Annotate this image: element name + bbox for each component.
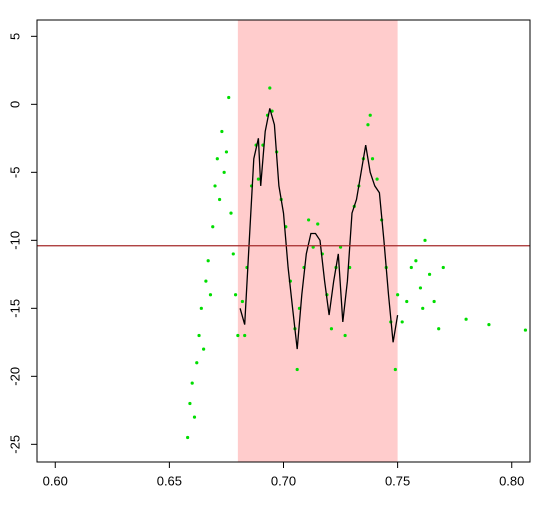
point [400,320,404,324]
point [188,401,192,406]
point [295,367,299,372]
point [464,317,468,321]
point [199,306,203,310]
x-tick-label: 0.75 [385,473,410,488]
x-tick-label: 0.70 [271,473,296,488]
point [421,306,425,310]
point [204,279,208,283]
x-tick-label: 0.65 [157,473,182,488]
point [427,272,432,276]
point [268,86,272,90]
point [256,177,260,181]
point [215,157,219,161]
point [186,435,190,440]
point [220,129,224,134]
point [366,123,370,127]
point [423,238,427,242]
point [208,293,213,297]
point [213,184,217,188]
point [405,299,409,304]
point [414,259,418,263]
y-tick-label: 5 [7,33,22,40]
line [239,108,399,350]
point [190,381,194,385]
point [192,415,197,419]
point [236,333,240,338]
point [240,299,245,304]
point [217,197,222,202]
y-tick-label: -20 [7,367,22,386]
y-tick-label: -15 [7,299,22,318]
point [195,361,199,365]
x-tick-label: 0.60 [43,473,68,488]
y-tick-label: 0 [7,101,22,108]
point [393,367,397,372]
point [441,265,445,270]
point [222,170,226,174]
x-tick-label: 0.80 [499,473,524,488]
point [243,333,247,338]
point [329,327,334,331]
point [224,150,229,154]
y-tick-label: -25 [7,435,22,454]
point [396,293,400,297]
point [437,327,441,331]
point [316,222,320,226]
point [432,299,436,304]
point [375,177,379,181]
point [229,211,233,215]
point [231,252,235,256]
y-tick-label: -10 [7,231,22,250]
point [487,323,491,327]
point [206,259,210,263]
point [233,293,238,297]
point [418,286,423,290]
point [202,347,206,351]
point [409,265,413,270]
point [523,328,528,332]
point [197,333,201,338]
y-tick-label: -5 [7,167,22,179]
point [368,113,372,117]
point [370,157,375,161]
point [343,333,347,338]
shaded-region [237,20,398,462]
point [227,95,231,100]
point [307,218,311,222]
point [211,225,215,229]
